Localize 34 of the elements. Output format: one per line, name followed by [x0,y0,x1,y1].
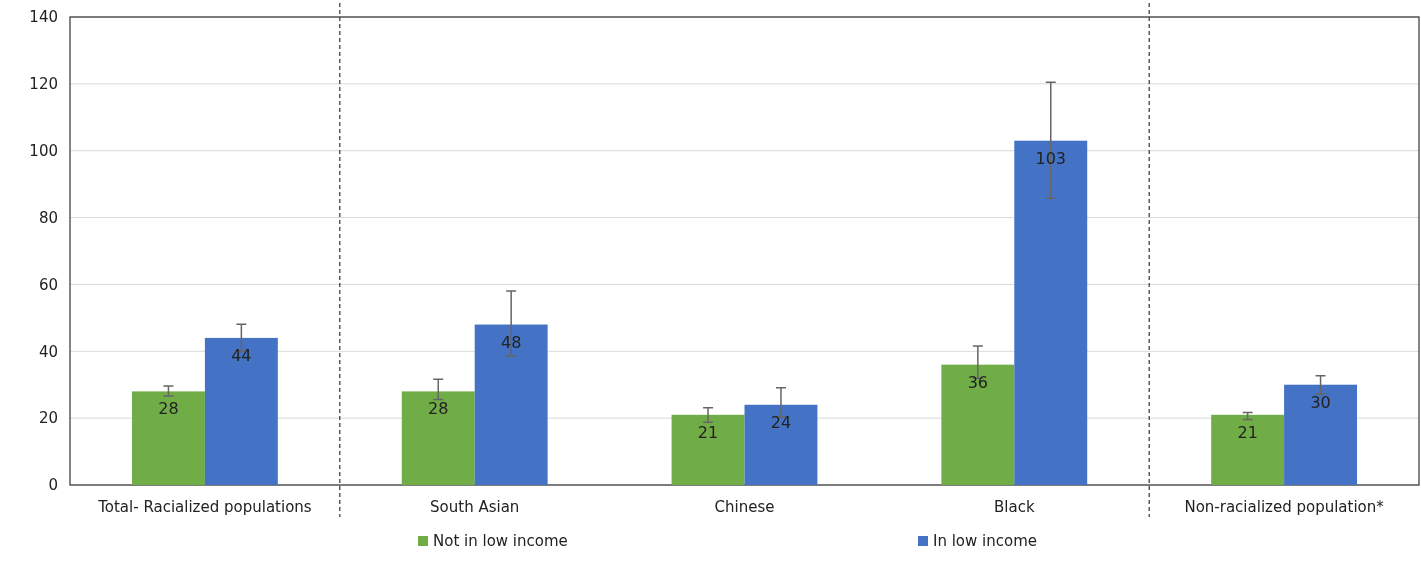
y-tick-label: 120 [29,75,58,94]
legend-label: In low income [933,532,1038,550]
y-tick-label: 80 [38,208,58,227]
x-tick-label: Total- Racialized populations [97,497,312,516]
bar [131,391,205,485]
bar [401,391,475,485]
x-tick-label: South Asian [430,497,520,516]
y-tick-label: 60 [38,275,58,294]
data-label: 28 [428,399,449,419]
data-label: 30 [1310,392,1331,412]
x-tick-label: Black [994,497,1035,516]
data-label: 44 [231,345,252,365]
bar [1014,140,1088,485]
bar [204,337,278,485]
data-label: 24 [770,412,792,432]
bar [1211,414,1285,485]
x-tick-label: Non-racialized population* [1184,497,1385,516]
y-tick-label: 100 [29,142,58,161]
bar [941,364,1015,485]
y-tick-label: 140 [29,8,58,27]
bar [744,404,818,485]
y-tick-label: 20 [38,409,58,428]
data-label: 48 [500,332,522,352]
x-tick-label: Chinese [714,497,775,516]
data-label: 36 [967,372,989,392]
data-label: 21 [1237,422,1258,442]
bar [474,324,548,485]
data-label: 21 [697,422,719,442]
y-tick-label: 40 [38,342,58,361]
data-label: 28 [158,399,179,419]
bar [1284,384,1358,485]
bar [671,414,745,485]
legend-label: Not in low income [433,532,568,550]
y-tick-label: 0 [48,476,58,495]
